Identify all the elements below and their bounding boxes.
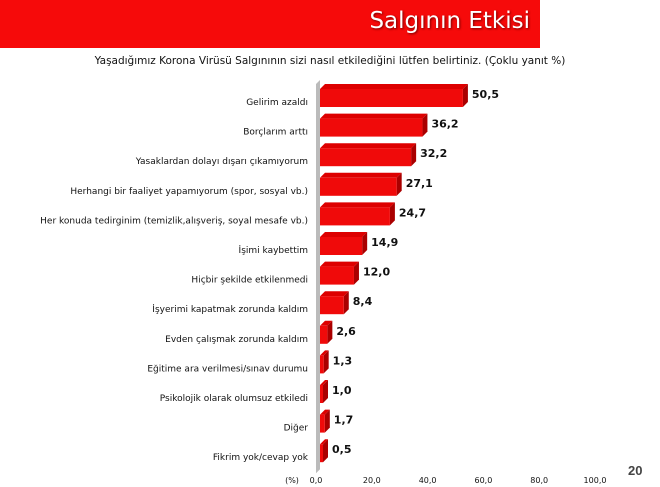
bar xyxy=(320,414,325,433)
category-label: İşimi kaybettim xyxy=(239,245,308,256)
category-label: Yasaklardan dolayı dışarı çıkamıyorum xyxy=(135,157,308,167)
bar-top xyxy=(320,409,330,415)
bar xyxy=(320,355,324,374)
page-number: 20 xyxy=(628,463,643,478)
bar-side xyxy=(323,380,328,403)
bar-side xyxy=(396,172,402,196)
category-label: Her konuda tedirginim (temizlik,alışveri… xyxy=(40,216,308,226)
bar-top xyxy=(320,261,359,267)
category-label: Herhangi bir faaliyet yapamıyorum (spor,… xyxy=(70,187,308,197)
data-label: 8,4 xyxy=(353,295,373,308)
bar xyxy=(320,237,363,255)
data-label: 0,5 xyxy=(332,443,352,456)
x-tick-label: 80,0 xyxy=(530,476,548,485)
x-axis-label: (%) xyxy=(285,476,299,485)
bar-side xyxy=(422,113,428,137)
bar-top xyxy=(320,202,395,208)
bar-side xyxy=(324,409,330,433)
bar-side xyxy=(353,261,359,285)
category-label: Fikrim yok/cevap yok xyxy=(213,453,309,463)
bar xyxy=(320,177,397,196)
bar-side xyxy=(323,439,328,463)
bar xyxy=(320,385,323,403)
page-title: Salgının Etkisi xyxy=(369,8,530,34)
bar-side xyxy=(462,84,468,107)
axis-wall xyxy=(316,80,320,474)
category-label: Hiçbir şekilde etkilenmedi xyxy=(191,276,308,286)
data-label: 32,2 xyxy=(420,147,447,160)
bar-side xyxy=(411,143,417,167)
bar xyxy=(320,148,412,167)
category-label: Gelirim azaldı xyxy=(246,98,308,108)
data-label: 12,0 xyxy=(363,266,390,279)
bar xyxy=(320,444,323,463)
x-tick-label: 20,0 xyxy=(363,476,381,485)
category-label: İşyerimi kapatmak zorunda kaldım xyxy=(152,304,308,315)
bar xyxy=(320,89,463,107)
data-label: 14,9 xyxy=(371,236,398,249)
bar-top xyxy=(320,380,328,385)
title-banner: Salgının Etkisi xyxy=(0,0,540,48)
x-tick-label: 60,0 xyxy=(474,476,492,485)
bar-side xyxy=(362,232,368,255)
data-label: 1,0 xyxy=(332,384,352,397)
data-label: 36,2 xyxy=(431,118,458,131)
x-tick-label: 40,0 xyxy=(419,476,437,485)
category-label: Borçlarım arttı xyxy=(243,128,308,138)
bar-side xyxy=(389,202,395,226)
bar-top xyxy=(320,439,328,445)
bar xyxy=(320,207,390,226)
category-label: Evden çalışmak zorunda kaldım xyxy=(165,335,308,345)
bar xyxy=(320,296,344,315)
bar-top xyxy=(320,84,468,89)
data-label: 1,3 xyxy=(333,354,353,367)
data-label: 50,5 xyxy=(472,88,499,101)
bar-top xyxy=(320,143,417,149)
category-label: Diğer xyxy=(284,424,309,434)
bar xyxy=(320,118,423,137)
bar-top xyxy=(320,113,428,119)
bar-side xyxy=(343,291,349,315)
bar xyxy=(320,325,328,344)
bar-top xyxy=(320,320,333,326)
bar-top xyxy=(320,232,368,237)
bar-side xyxy=(327,320,333,344)
chart-title: Yaşadığımız Korona Virüsü Salgınının siz… xyxy=(94,55,566,67)
bar xyxy=(320,266,354,285)
category-label: Eğitime ara verilmesi/sınav durumu xyxy=(147,364,308,374)
data-label: 2,6 xyxy=(336,325,356,338)
data-label: 27,1 xyxy=(406,177,433,190)
bar-top xyxy=(320,172,402,178)
bar-top xyxy=(320,291,349,297)
data-label: 1,7 xyxy=(334,414,354,427)
x-tick-label: 100,0 xyxy=(584,476,607,485)
bar-side xyxy=(323,350,329,374)
data-label: 24,7 xyxy=(399,206,426,219)
bar-top xyxy=(320,350,329,356)
category-label: Psikolojik olarak olumsuz etkiledi xyxy=(160,394,308,404)
x-tick-label: 0,0 xyxy=(310,476,323,485)
